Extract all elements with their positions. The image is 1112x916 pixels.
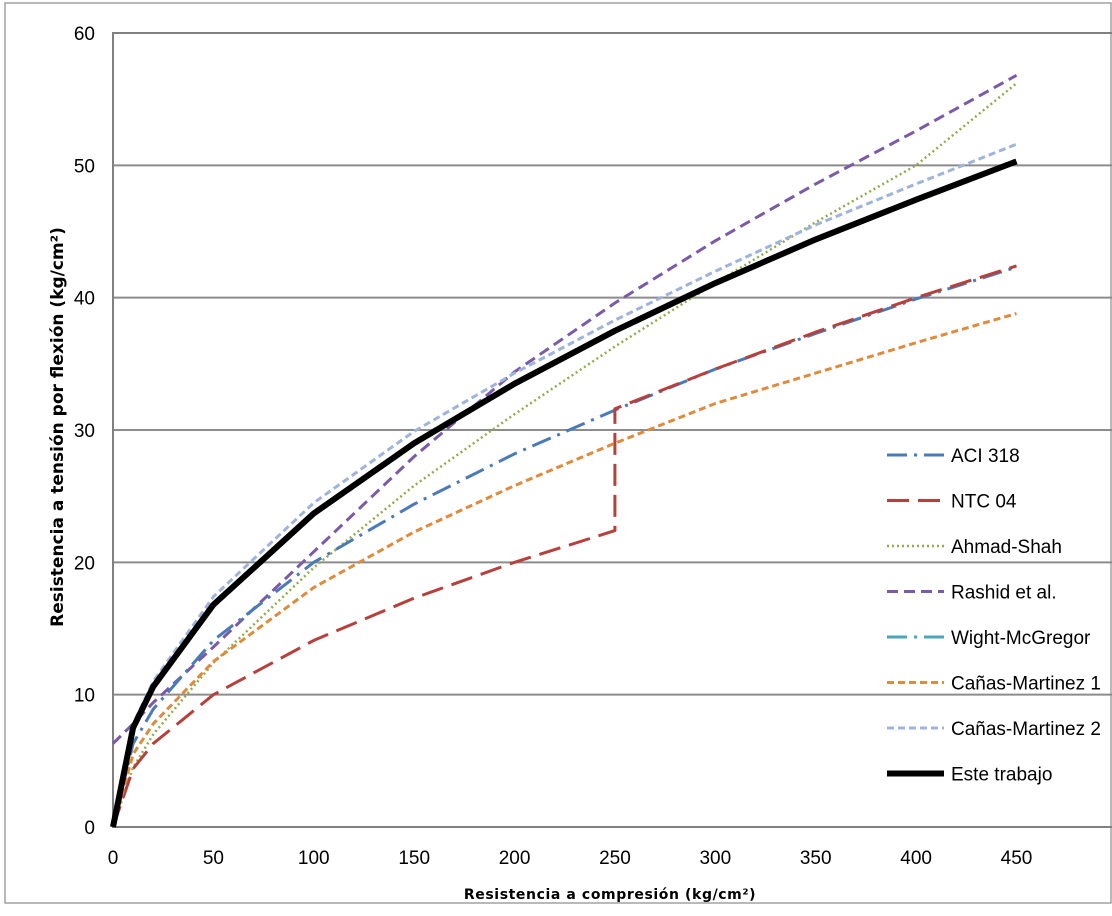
y-tick-label-6: 60: [74, 24, 95, 45]
x-tick-label-6: 300: [699, 848, 731, 869]
y-tick-label-1: 10: [74, 686, 95, 707]
x-tick-label-1: 50: [203, 848, 224, 869]
legend-label-5: Cañas-Martinez 1: [951, 674, 1101, 695]
legend-label-6: Cañas-Martinez 2: [951, 719, 1101, 740]
y-tick-label-4: 40: [74, 289, 95, 310]
x-tick-label-5: 250: [599, 848, 631, 869]
y-tick-label-5: 50: [74, 156, 95, 177]
series-line-2: [111, 82, 1018, 828]
legend-label-1: NTC 04: [951, 492, 1017, 513]
x-tick-label-0: 0: [108, 848, 119, 869]
series-lines: [110, 73, 1018, 828]
x-tick-label-9: 450: [1001, 848, 1033, 869]
series-line-7: [110, 158, 1018, 828]
x-tick-label-7: 350: [800, 848, 832, 869]
series-line-0: [111, 265, 1017, 828]
legend-label-7: Este trabajo: [951, 765, 1052, 786]
legend: ACI 318 NTC 04 Ahmad-Shah Rashid et al. Wigh…: [887, 446, 1101, 786]
x-tick-label-4: 200: [499, 848, 531, 869]
x-axis-ticks: 0 50 100 150 200 250 300 350 400 450: [108, 848, 1033, 869]
x-axis-label: Resistencia a compresión (kg/cm²): [464, 887, 756, 903]
x-tick-label-8: 400: [900, 848, 932, 869]
y-tick-label-2: 20: [74, 553, 95, 574]
y-axis-ticks: 0 10 20 30 40 50 60: [74, 24, 95, 839]
y-tick-label-3: 30: [74, 421, 95, 442]
gridlines: [113, 164, 1112, 696]
figure-frame: [4, 2, 1112, 904]
y-tick-label-0: 0: [84, 818, 95, 839]
legend-label-0: ACI 318: [951, 446, 1020, 467]
series-line-5: [111, 312, 1017, 828]
legend-label-2: Ahmad-Shah: [951, 537, 1062, 558]
x-tick-label-3: 150: [398, 848, 430, 869]
legend-label-4: Wight-McGregor: [951, 628, 1091, 649]
legend-label-3: Rashid et al.: [951, 583, 1057, 604]
x-tick-label-2: 100: [298, 848, 330, 869]
y-axis-label: Resistencia a tensión por flexión (kg/cm…: [48, 227, 68, 627]
series-line-1: [111, 264, 1017, 828]
plot-area: [112, 32, 1112, 828]
